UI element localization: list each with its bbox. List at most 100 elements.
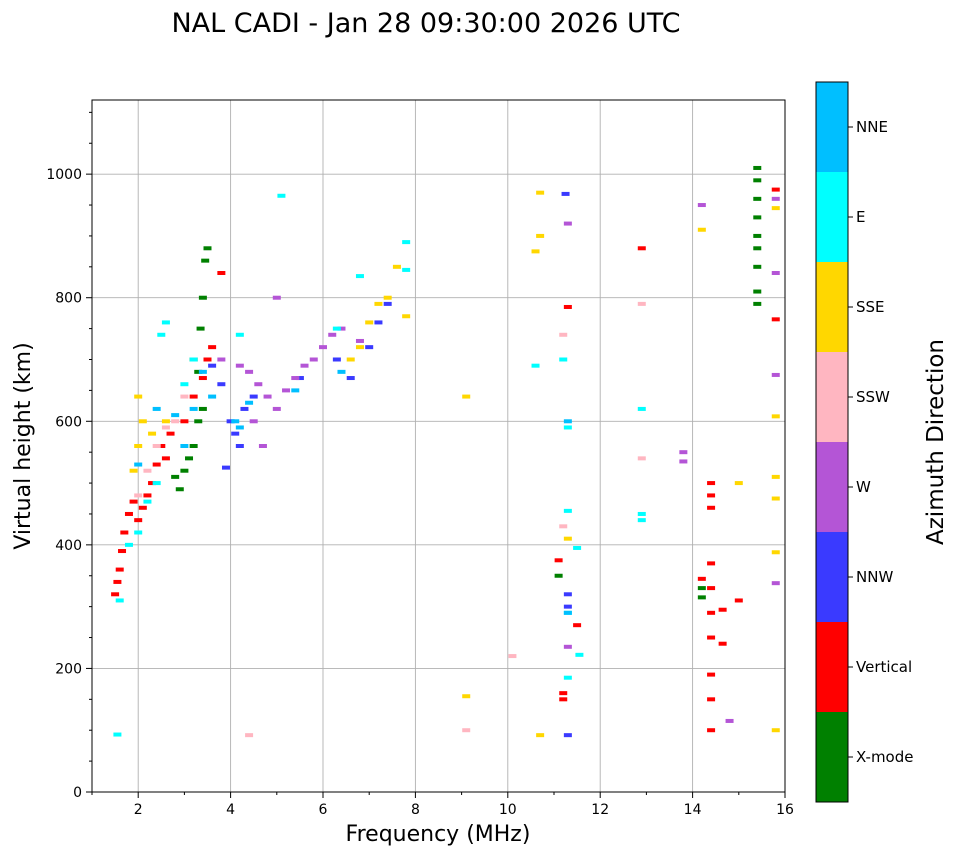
data-point-nnw — [563, 604, 572, 609]
data-point-nnw — [374, 320, 383, 325]
data-point-w — [355, 338, 364, 343]
data-point-nnw — [346, 376, 355, 381]
data-point-x-mode — [201, 258, 210, 263]
data-point-nne — [208, 394, 217, 399]
data-point-sse — [392, 264, 401, 269]
data-point-vertical — [707, 493, 716, 498]
data-point-vertical — [563, 304, 572, 309]
colorbar-segment-nne — [816, 82, 848, 172]
data-point-e — [637, 406, 646, 411]
data-point-w — [563, 644, 572, 649]
data-point-w — [679, 459, 688, 464]
data-point-x-mode — [185, 456, 194, 461]
data-point-sse — [346, 357, 355, 362]
data-point-vertical — [554, 558, 563, 563]
data-point-sse — [383, 295, 392, 300]
data-point-ssw — [462, 728, 471, 733]
data-point-vertical — [707, 561, 716, 566]
data-point-x-mode — [196, 326, 205, 331]
colorbar-label: E — [856, 208, 865, 226]
colorbar-segment-x-mode — [816, 712, 848, 802]
axis-ticks: 2 4 6 8 10 12 14 16 0 200 400 600 800 1000 — [46, 111, 794, 818]
data-point-e — [161, 320, 170, 325]
data-point-e — [124, 542, 133, 547]
colorbar: X-mode Vertical NNW W SSW SSE E NNE — [815, 81, 913, 803]
data-point-vertical — [707, 481, 716, 486]
data-point-x-mode — [171, 474, 180, 479]
data-point-sse — [355, 345, 364, 350]
x-tick-label: 4 — [226, 802, 235, 818]
data-point-x-mode — [697, 586, 706, 591]
data-points — [111, 165, 780, 738]
data-point-nnw — [217, 382, 226, 387]
data-point-ssw — [171, 419, 180, 424]
data-point-x-mode — [753, 301, 762, 306]
data-point-w — [258, 444, 267, 448]
colorbar-label: SSE — [856, 298, 885, 316]
data-point-w — [771, 581, 780, 586]
data-point-nne — [291, 388, 300, 393]
data-point-nnw — [383, 301, 392, 306]
data-point-nne — [231, 419, 240, 424]
data-point-sse — [771, 728, 780, 733]
data-point-e — [152, 481, 161, 486]
data-point-x-mode — [753, 165, 762, 170]
data-point-e — [575, 652, 584, 657]
data-point-nnw — [561, 191, 570, 196]
data-point-vertical — [707, 728, 716, 733]
data-point-x-mode — [198, 295, 207, 300]
colorbar-frame — [815, 81, 849, 803]
data-point-sse — [697, 227, 706, 232]
data-point-vertical — [707, 635, 716, 640]
plot-frame — [91, 99, 786, 793]
data-point-vertical — [734, 598, 743, 603]
data-point-ssw — [245, 733, 254, 738]
colorbar-segment-ssw — [816, 352, 848, 442]
x-tick-label: 14 — [684, 802, 702, 818]
data-point-nnw — [365, 345, 374, 350]
data-point-w — [254, 382, 263, 387]
data-point-vertical — [707, 672, 716, 677]
data-point-ssw — [180, 394, 189, 399]
colorbar-segment-nnw — [816, 532, 848, 622]
data-point-x-mode — [753, 196, 762, 201]
data-point-ssw — [134, 493, 143, 498]
data-point-e — [115, 598, 124, 603]
data-point-w — [245, 369, 254, 374]
data-point-sse — [374, 301, 383, 306]
chart-title: NAL CADI - Jan 28 09:30:00 2026 UTC — [171, 8, 680, 39]
data-point-vertical — [718, 641, 727, 646]
data-point-sse — [734, 481, 743, 486]
data-point-sse — [365, 320, 374, 325]
data-point-sse — [161, 419, 170, 424]
data-point-nne — [245, 400, 254, 405]
data-point-nnw — [295, 376, 304, 381]
data-point-vertical — [697, 576, 706, 581]
data-point-w — [563, 221, 572, 226]
data-point-e — [113, 732, 122, 737]
colorbar-label: SSW — [856, 388, 890, 406]
data-point-x-mode — [753, 264, 762, 269]
data-point-vertical — [217, 271, 226, 275]
data-point-vertical — [134, 518, 143, 523]
x-tick-label: 16 — [776, 802, 794, 818]
data-point-w — [300, 363, 309, 368]
data-point-w — [235, 363, 244, 368]
data-point-x-mode — [753, 246, 762, 251]
data-point-vertical — [707, 697, 716, 702]
data-point-x-mode — [189, 444, 198, 448]
data-point-e — [402, 267, 411, 272]
data-point-w — [272, 406, 281, 411]
data-point-e — [637, 511, 646, 516]
colorbar-segment-w — [816, 442, 848, 532]
data-point-nnw — [332, 357, 341, 362]
data-point-x-mode — [194, 419, 203, 424]
data-point-w — [337, 326, 346, 331]
data-point-vertical — [115, 567, 124, 572]
data-point-vertical — [166, 431, 175, 436]
data-point-x-mode — [175, 487, 184, 492]
data-point-vertical — [707, 505, 716, 510]
data-point-nnw — [221, 465, 230, 470]
data-point-sse — [138, 419, 147, 424]
x-axis-title: Frequency (MHz) — [346, 822, 531, 847]
